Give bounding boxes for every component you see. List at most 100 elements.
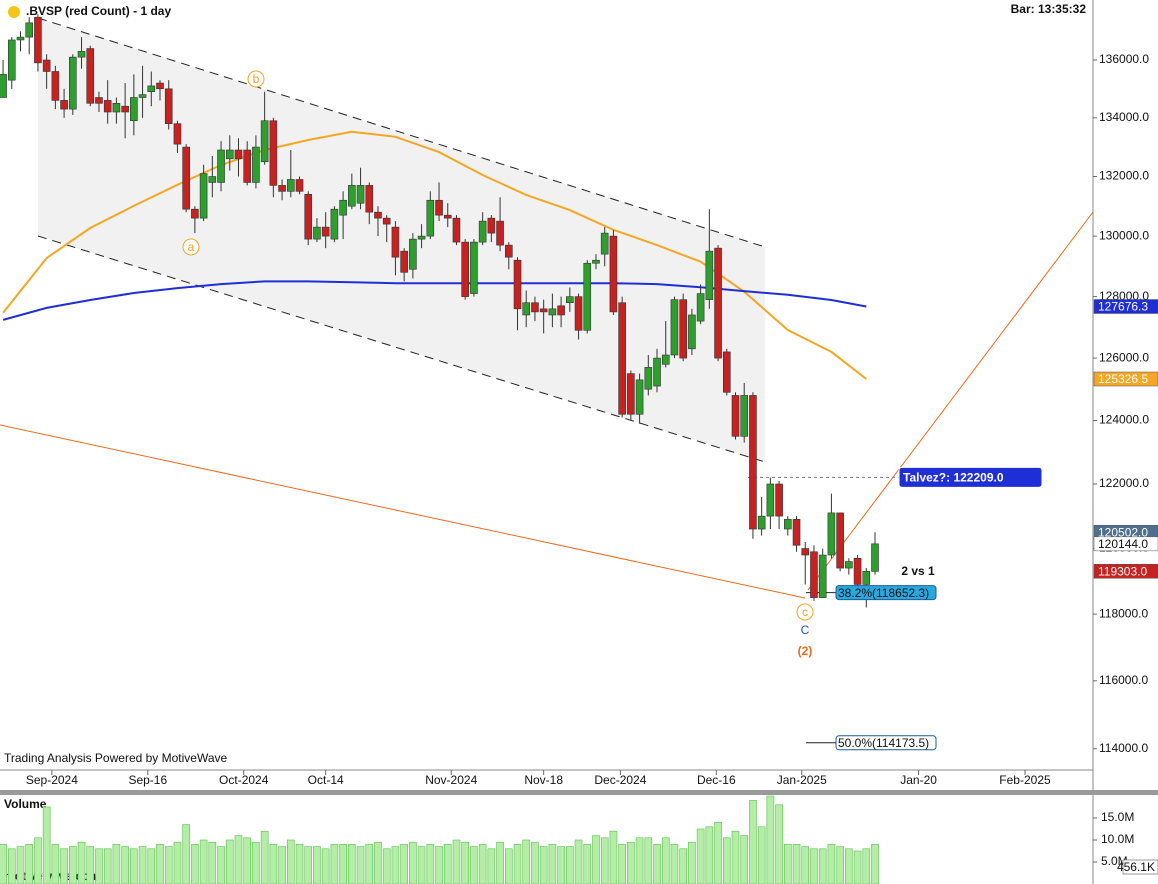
wave-circle (247, 70, 265, 88)
volume-bar (330, 844, 339, 884)
candle-body (147, 85, 156, 93)
y-tick-label: 130000.0 (1099, 228, 1149, 242)
candle-body (801, 548, 810, 556)
wave-label: (2) (798, 644, 813, 658)
volume-bar (696, 828, 705, 884)
volume-bar (627, 841, 635, 884)
volume-bar (679, 848, 687, 884)
candle-body (348, 185, 356, 207)
volume-bar (574, 839, 583, 884)
volume-bar (853, 850, 862, 884)
price-marker-label: 120144.0 (1098, 537, 1148, 551)
volume-bar (653, 844, 661, 884)
volume-bar (862, 848, 871, 884)
volume-bar (670, 844, 679, 884)
candle-body (25, 22, 34, 38)
wave-label: C (801, 623, 810, 637)
candle-body (77, 51, 86, 58)
candle-body (792, 519, 801, 546)
volume-bar (827, 844, 836, 884)
candle-body (313, 226, 321, 240)
volume-bar (0, 844, 7, 884)
volume-bar (7, 848, 16, 884)
volume-bar (69, 846, 77, 884)
volume-bar (286, 839, 295, 884)
candle-body (714, 247, 722, 359)
volume-bar (339, 844, 347, 884)
credit: Trading Analysis Powered by MotiveWave (4, 751, 228, 765)
candle-body (443, 214, 452, 219)
volume-bar (147, 848, 156, 884)
trendline (0, 424, 806, 599)
candle-body (243, 149, 252, 183)
volume-bar (513, 844, 522, 884)
volume-bar (775, 804, 783, 884)
y-tick-label: 136000.0 (1099, 52, 1149, 66)
chart-title: .BVSP (red Count) - 1 day (26, 4, 171, 18)
volume-bar (321, 848, 330, 884)
candle-body (156, 82, 164, 90)
candle-body (182, 146, 190, 210)
volume-bar (51, 844, 60, 884)
y-tick-label: 5.0M (1101, 854, 1128, 868)
volume-bar (295, 844, 304, 884)
trendline (807, 211, 1094, 591)
candle-body (539, 308, 548, 313)
volume-bar (487, 848, 496, 884)
wave-label: b (253, 72, 260, 86)
candle-body (653, 357, 661, 387)
candle-body (217, 149, 225, 183)
volume-marker (1122, 859, 1158, 875)
moving-average (2, 130, 867, 380)
y-tick-label: 15.0M (1101, 810, 1134, 824)
price-marker-label: 119303.0 (1098, 564, 1147, 578)
candle-body (286, 179, 295, 192)
volume-bar (557, 846, 565, 884)
volume-bar (583, 844, 592, 884)
y-tick-label: 116000.0 (1099, 673, 1148, 687)
volume-bar (191, 844, 199, 884)
x-tick-label: Oct-2024 (219, 773, 269, 787)
volume-bar (234, 835, 243, 884)
volume-bar (313, 846, 321, 884)
candle-body (321, 226, 330, 237)
volume-bar (400, 844, 408, 884)
candle-body (16, 36, 25, 41)
candle-body (7, 39, 16, 81)
candle-body (784, 519, 792, 530)
y-tick-label: 126000.0 (1099, 350, 1149, 364)
y-tick-label: 134000.0 (1099, 110, 1149, 124)
volume-bar (304, 846, 313, 884)
volume-bar (95, 848, 103, 884)
axis-bg (1093, 0, 1158, 790)
x-tick-label: Nov-18 (524, 773, 563, 787)
candle-body (679, 299, 687, 359)
x-tick-label: Sep-2024 (26, 773, 78, 787)
price-marker-label: 120502.0 (1098, 525, 1148, 539)
candle-body (845, 561, 853, 569)
candle-body (661, 354, 670, 365)
fib-box (835, 735, 937, 751)
candle-body (295, 179, 304, 192)
candle-body (252, 146, 260, 183)
fib-label: 50.0%(114173.5) (838, 736, 929, 750)
candle-body (409, 238, 417, 270)
candle-body (121, 105, 129, 113)
volume-bar (443, 844, 452, 884)
candle-body (173, 123, 182, 145)
channel-lower (37, 235, 766, 463)
volume-bar (749, 800, 757, 884)
volume-bar (217, 846, 225, 884)
candle-body (504, 244, 513, 258)
volume-bar (269, 844, 278, 884)
volume-bar (391, 846, 400, 884)
volume-bar (539, 846, 548, 884)
candle-body (138, 94, 147, 98)
price-marker (1093, 564, 1158, 579)
candle-body (191, 208, 199, 219)
candle-body (531, 302, 539, 313)
volume-bar (156, 844, 164, 884)
volume-bar (138, 846, 147, 884)
candle-body (496, 220, 504, 246)
candle-body (269, 120, 278, 186)
